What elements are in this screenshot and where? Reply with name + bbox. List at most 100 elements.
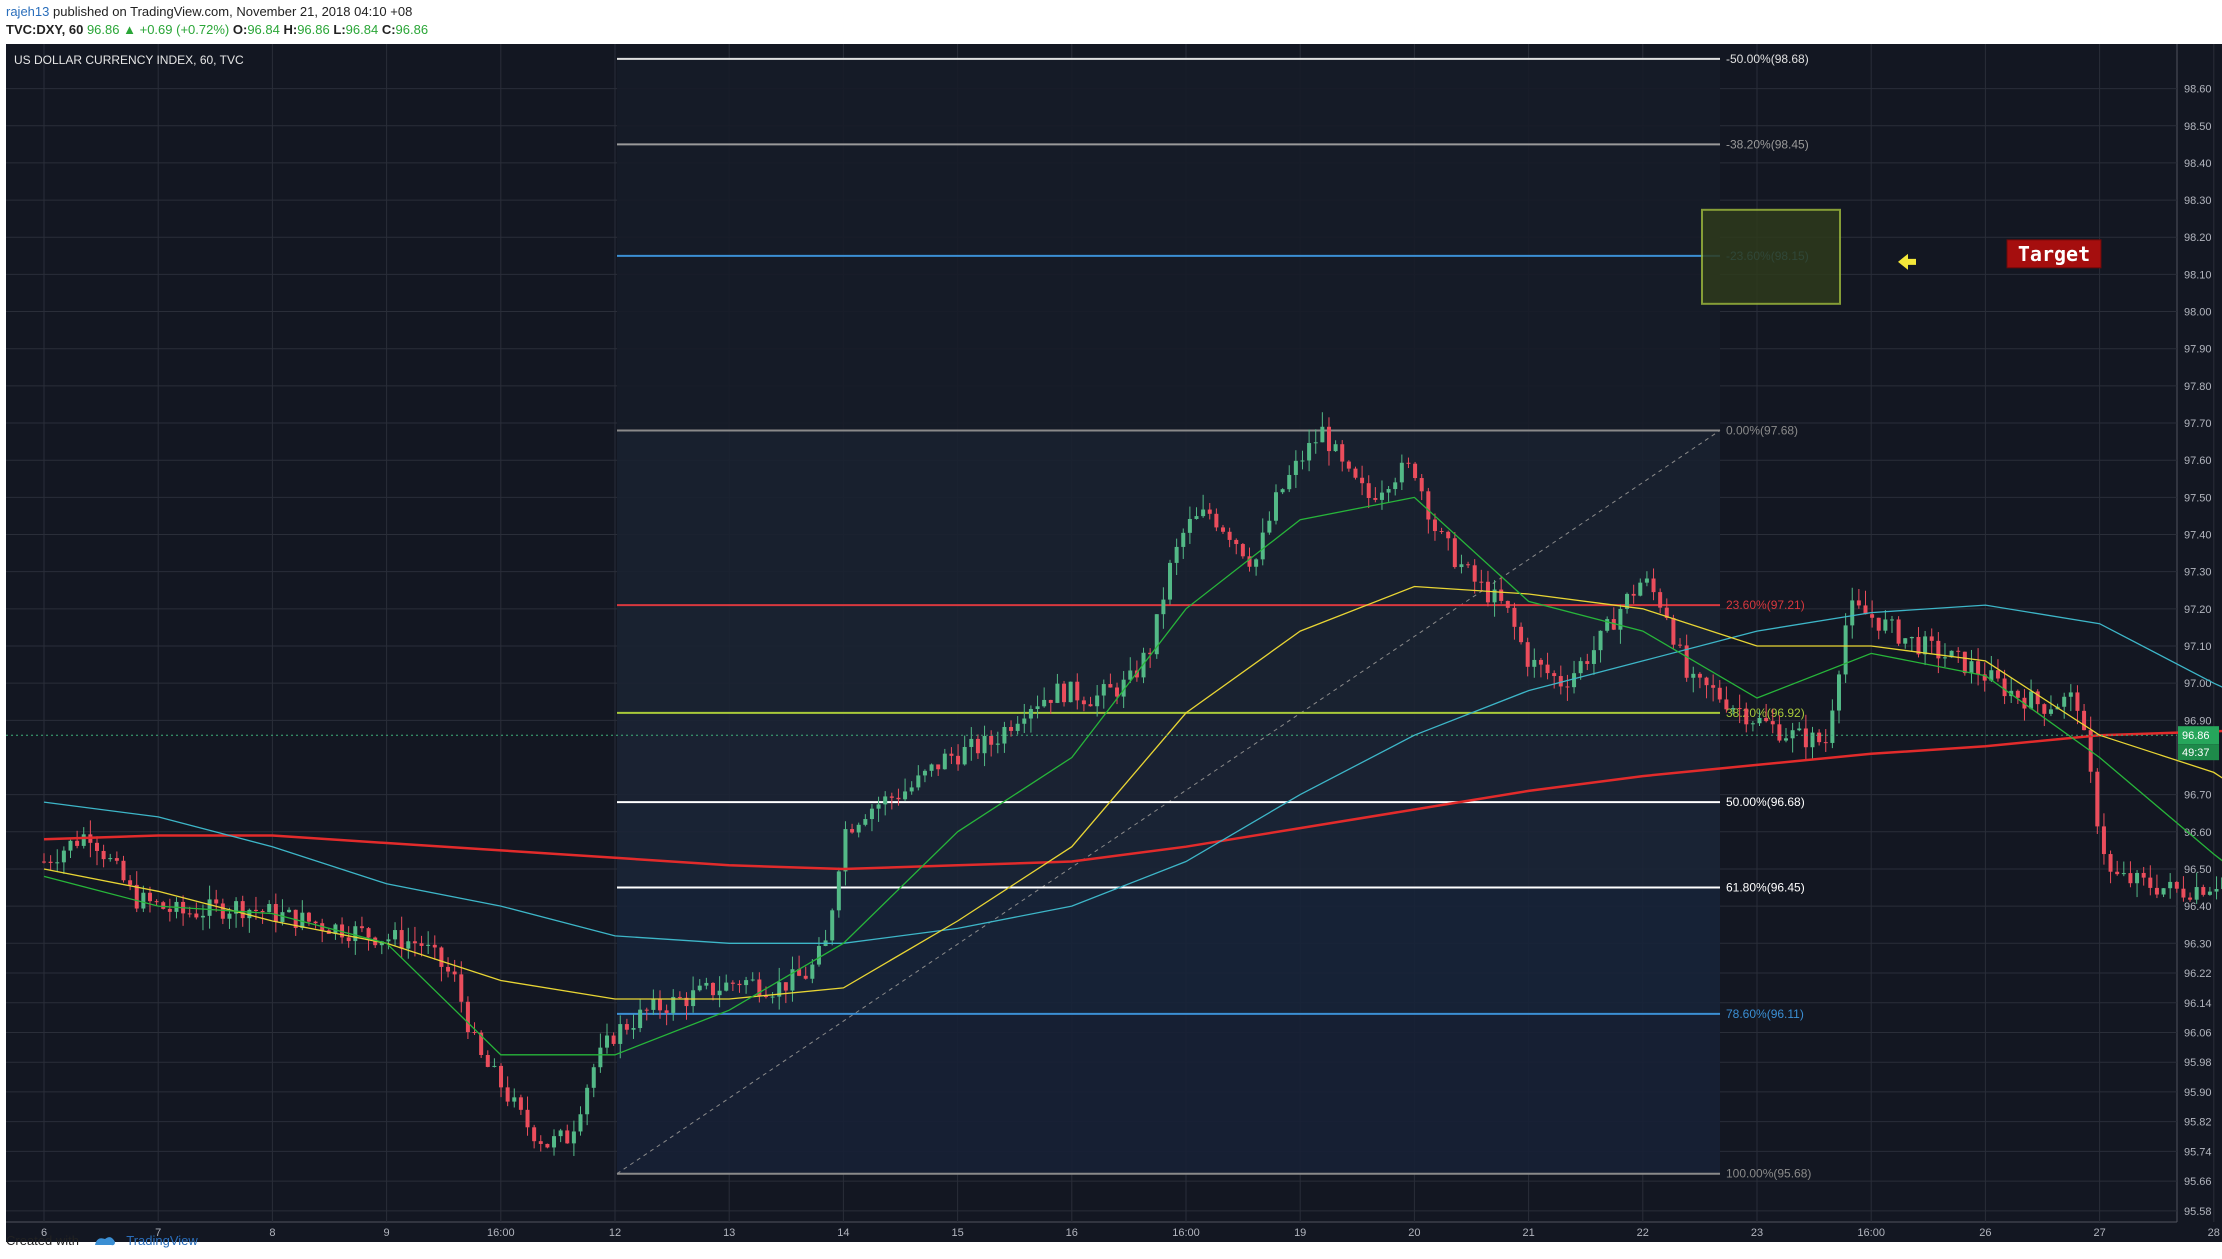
candle-up xyxy=(571,1120,576,1157)
candle-up xyxy=(1035,695,1040,719)
price-axis-panel xyxy=(2177,44,2222,1242)
candle-up xyxy=(2207,886,2212,896)
tradingview-logo-icon[interactable] xyxy=(93,1233,117,1250)
candle-down xyxy=(1519,622,1524,645)
candle-up xyxy=(1843,613,1848,683)
candle-up xyxy=(1128,657,1133,684)
candle-up xyxy=(1267,511,1272,535)
candle-up xyxy=(300,900,305,931)
candle-up xyxy=(558,1128,563,1143)
sma-line xyxy=(43,604,2222,944)
candle-up xyxy=(1260,518,1265,566)
candle-up xyxy=(1393,477,1398,496)
candle-up xyxy=(1883,610,1888,634)
candle-down xyxy=(2108,850,2113,884)
published-text: published on TradingView.com, November 2… xyxy=(53,4,413,19)
x-tick-label: 7 xyxy=(155,1227,161,1239)
candle-down xyxy=(1631,584,1636,604)
x-tick-label: 16:00 xyxy=(1857,1227,1885,1239)
candle-down xyxy=(399,916,404,959)
y-tick-label: 97.70 xyxy=(2184,418,2212,430)
footer: Created with TradingView xyxy=(6,1233,198,1250)
fib-zone xyxy=(617,255,1720,431)
candle-down xyxy=(1552,670,1557,689)
candle-up xyxy=(1161,587,1166,629)
candle-down xyxy=(783,982,788,1004)
candle-up xyxy=(1750,721,1755,732)
candle-up xyxy=(1174,538,1179,576)
x-tick-label: 19 xyxy=(1294,1227,1306,1239)
candle-up xyxy=(333,923,338,940)
last-price-label: 96.86 xyxy=(2182,730,2210,742)
candle-down xyxy=(452,959,457,982)
candle-up xyxy=(1101,679,1106,709)
y-tick-label: 96.70 xyxy=(2184,790,2212,802)
y-tick-label: 97.80 xyxy=(2184,381,2212,393)
author-link[interactable]: rajeh13 xyxy=(6,4,50,19)
fib-level-label: 61.80%(96.45) xyxy=(1726,881,1805,895)
chart-header: rajeh13 published on TradingView.com, No… xyxy=(6,2,2206,44)
y-tick-label: 97.50 xyxy=(2184,492,2212,504)
target-zone-box xyxy=(1701,208,1841,305)
fib-level-label: 100.00%(95.68) xyxy=(1726,1167,1811,1181)
x-tick-label: 27 xyxy=(2093,1227,2105,1239)
x-tick-label: 26 xyxy=(1979,1227,1991,1239)
candle-down xyxy=(1876,617,1881,640)
candle-up xyxy=(1320,412,1325,443)
candle-up xyxy=(393,922,398,946)
candle-up xyxy=(671,989,676,1021)
candle-down xyxy=(1678,638,1683,649)
x-tick-label: 16 xyxy=(1066,1227,1078,1239)
candle-down xyxy=(2174,880,2179,893)
low-value: 96.84 xyxy=(345,22,379,37)
candle-up xyxy=(750,972,755,982)
candle-up xyxy=(856,822,861,838)
y-tick-label: 98.00 xyxy=(2184,307,2212,319)
candle-up xyxy=(697,979,702,992)
candle-down xyxy=(154,899,159,906)
candle-up xyxy=(1605,616,1610,633)
candle-up xyxy=(1154,614,1159,659)
candle-up xyxy=(1042,687,1047,708)
candle-down xyxy=(2201,884,2206,897)
fib-zone xyxy=(617,712,1720,803)
candle-up xyxy=(1797,722,1802,732)
fib-zone xyxy=(617,887,1720,1014)
candle-up xyxy=(903,778,908,801)
x-tick-label: 20 xyxy=(1408,1227,1420,1239)
candle-down xyxy=(611,1032,616,1046)
candle-up xyxy=(1307,429,1312,472)
x-tick-label: 15 xyxy=(951,1227,963,1239)
candle-up xyxy=(1810,726,1815,759)
candle-down xyxy=(128,875,133,891)
candle-up xyxy=(1644,571,1649,587)
candle-down xyxy=(499,1063,504,1098)
x-tick-label: 16:00 xyxy=(487,1227,515,1239)
candle-down xyxy=(439,946,444,982)
y-tick-label: 98.20 xyxy=(2184,232,2212,244)
x-tick-label: 23 xyxy=(1751,1227,1763,1239)
candle-up xyxy=(426,931,431,955)
candle-down xyxy=(1611,607,1616,631)
candle-up xyxy=(810,959,815,984)
sma-line xyxy=(43,729,2222,871)
candle-down xyxy=(1108,673,1113,688)
candle-up xyxy=(836,867,841,918)
candle-down xyxy=(624,1018,629,1035)
candle-up xyxy=(578,1106,583,1136)
candle-up xyxy=(585,1084,590,1126)
candle-down xyxy=(1115,682,1120,705)
candle-down xyxy=(1671,614,1676,649)
y-tick-label: 95.90 xyxy=(2184,1087,2212,1099)
candle-down xyxy=(1148,648,1153,668)
candle-down xyxy=(48,855,53,871)
high-value: 96.86 xyxy=(297,22,330,37)
tradingview-brand-link[interactable]: TradingView xyxy=(126,1233,198,1248)
y-tick-label: 97.20 xyxy=(2184,604,2212,616)
candle-up xyxy=(1850,587,1855,639)
candle-up xyxy=(1836,670,1841,724)
candle-up xyxy=(717,976,722,1008)
candle-down xyxy=(1214,508,1219,532)
candle-down xyxy=(2101,813,2106,865)
